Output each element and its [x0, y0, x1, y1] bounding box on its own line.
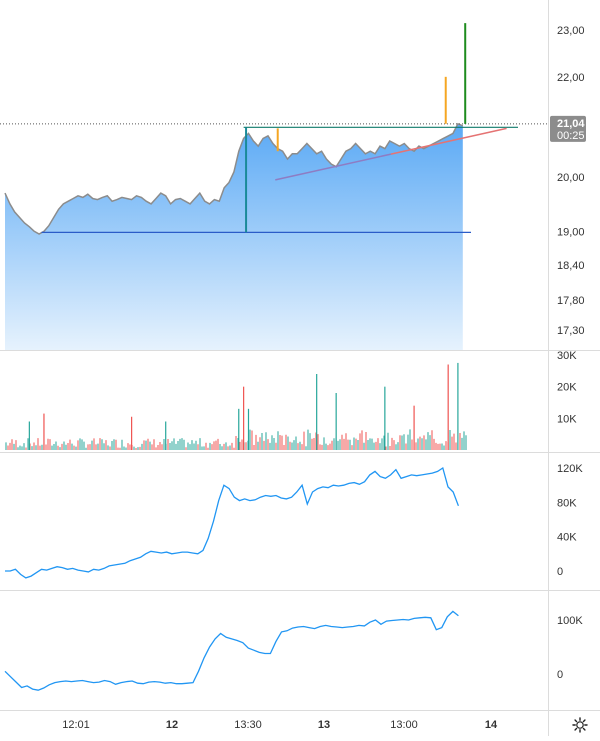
time-axis-tick: 13	[318, 719, 330, 731]
drawing-trend-line	[390, 127, 507, 155]
drawing-trend-line	[275, 153, 392, 181]
price-line	[4, 122, 464, 235]
price-axis-tick: 22,00	[557, 72, 585, 84]
time-axis-tick: 13:30	[234, 719, 262, 731]
countdown-label: 00:25	[557, 130, 585, 142]
price-axis-tick: 17,30	[557, 325, 585, 337]
indicator-1-line	[5, 466, 460, 579]
indicator-2-axis-tick: 0	[557, 669, 563, 681]
indicator-1-axis-tick: 120K	[557, 463, 583, 475]
time-axis-tick: 14	[485, 719, 498, 731]
gear-icon	[572, 717, 588, 733]
time-axis-tick: 12:01	[62, 719, 90, 731]
price-axis-tick: 20,00	[557, 172, 585, 184]
indicator-1-axis-tick: 0	[557, 566, 563, 578]
indicator-1-axis-tick: 40K	[557, 532, 577, 544]
last-price-label: 21,04	[557, 118, 585, 130]
settings-button[interactable]	[569, 715, 591, 735]
price-axis-tick: 23,00	[557, 25, 585, 37]
last-price-badge	[550, 115, 586, 142]
price-area-fill	[5, 123, 463, 350]
indicator-1-axis-tick: 80K	[557, 497, 577, 509]
time-axis-tick: 12	[166, 719, 178, 731]
price-axis-tick: 19,00	[557, 226, 585, 238]
indicator-2-axis-tick: 100K	[557, 615, 583, 627]
volume-axis-tick: 30K	[557, 350, 577, 362]
time-axis-tick: 13:00	[390, 719, 418, 731]
indicator-2-line	[4, 610, 459, 691]
volume-axis-tick: 20K	[557, 382, 577, 394]
volume-bars	[5, 362, 467, 450]
volume-axis-tick: 10K	[557, 413, 577, 425]
price-axis-tick: 17,80	[557, 295, 585, 307]
price-axis-tick: 18,40	[557, 260, 585, 272]
